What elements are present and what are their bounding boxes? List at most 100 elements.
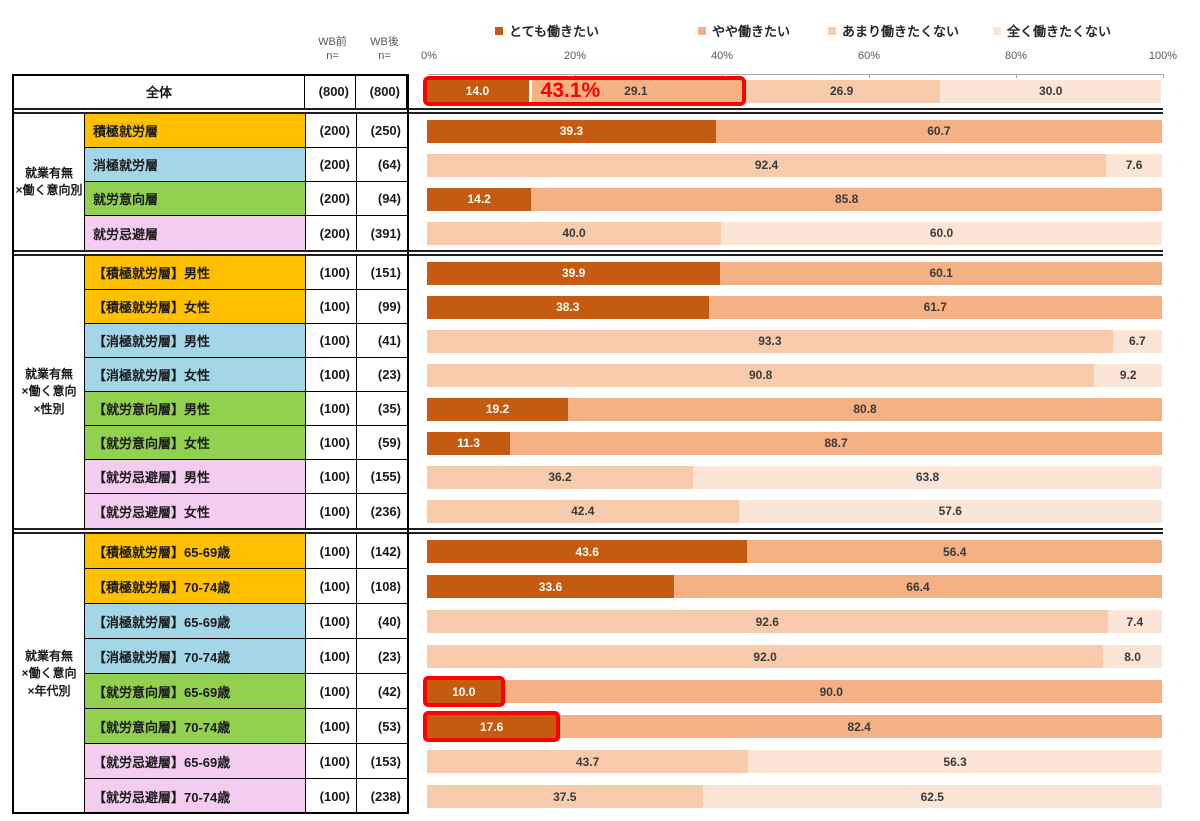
- table-row: 【積極就労層】男性 (100) (151) 39.9 60.1: [85, 256, 1162, 290]
- bar-segment: 38.3: [427, 295, 709, 319]
- axis-tick-label: 0%: [421, 50, 437, 62]
- n-before: (200): [306, 148, 357, 182]
- bar-value: 60.7: [927, 124, 951, 138]
- bar-value: 43.7: [575, 754, 600, 769]
- row-label: 【積極就労層】女性: [85, 290, 306, 324]
- annotation-label: 43.1%: [540, 79, 601, 102]
- n-before: (100): [306, 426, 357, 460]
- bar-value: 88.7: [824, 436, 848, 450]
- n-after: (108): [357, 569, 408, 604]
- n-after: (41): [357, 324, 408, 358]
- n-after: (23): [357, 358, 408, 392]
- bar-segment: 88.7: [510, 431, 1162, 455]
- bar-segment: 42.4: [427, 499, 739, 523]
- bar-segment: 17.6: [423, 711, 561, 742]
- bar-segment: 39.9: [427, 261, 721, 285]
- bar-row: 43.7 56.3: [427, 744, 1162, 779]
- table-row: 【就労忌避層】男性 (100) (155) 36.2 63.8: [85, 460, 1162, 494]
- bar-value: 19.2: [485, 402, 510, 416]
- bar-row: 17.6 82.4: [423, 709, 1162, 744]
- n-before: (200): [306, 182, 357, 216]
- stacked-bar: 43.7 56.3: [427, 750, 1162, 773]
- bar-row: 14.0 29.1 26.9 30.0 43.1%: [423, 74, 1161, 108]
- stacked-bar: 92.6 7.4: [427, 610, 1162, 633]
- bar-value: 7.4: [1126, 614, 1144, 629]
- stacked-bar: 92.4 7.6: [427, 153, 1162, 177]
- table-row: 【就労忌避層】70-74歳 (100) (238) 37.5 62.5: [85, 779, 1162, 814]
- n-before: (100): [306, 534, 357, 569]
- bar-value: 85.8: [834, 192, 859, 206]
- row-label: 就労意向層: [85, 182, 306, 216]
- rows: 【積極就労層】男性 (100) (151) 39.9 60.1 【積極就労層】女性 (100…: [85, 256, 1162, 528]
- bar-segment: 90.0: [500, 680, 1162, 703]
- bar-segment: 56.3: [748, 750, 1162, 773]
- section-separator: [14, 108, 1163, 114]
- bar-row: 92.0 8.0: [427, 639, 1162, 674]
- bar-segment: 92.4: [427, 153, 1107, 177]
- legend-swatch-icon: [495, 26, 503, 35]
- bar-segment: 93.3: [427, 329, 1113, 353]
- bar-value: 38.3: [556, 300, 580, 314]
- bar-segment: 43.6: [427, 540, 748, 563]
- bar-segment: 8.0: [1103, 645, 1162, 668]
- legend-item: とても働きたい: [495, 21, 599, 40]
- table-row: 【消極就労層】65-69歳 (100) (40) 92.6 7.4: [85, 604, 1162, 639]
- stacked-bar: 37.5 62.5: [427, 785, 1162, 808]
- n-before: (100): [306, 744, 357, 779]
- bar-segment: 11.3: [427, 431, 511, 455]
- bar-segment: 14.2: [427, 187, 532, 211]
- row-label: 【積極就労層】男性: [85, 256, 306, 290]
- bar-value: 92.0: [753, 649, 777, 664]
- bar-segment: 29.1: [528, 79, 743, 103]
- wb-after-header: WB後 n=: [370, 36, 399, 62]
- bar-segment: 7.4: [1107, 610, 1162, 633]
- n-after: (153): [357, 744, 408, 779]
- n-after: (53): [357, 709, 408, 744]
- bar-segment: 14.0: [426, 79, 529, 103]
- bar-value: 39.9: [561, 266, 586, 280]
- row-label: 【就労忌避層】女性: [85, 494, 306, 528]
- n-after: (155): [357, 460, 408, 494]
- stacked-bar: 40.0 60.0: [427, 221, 1162, 245]
- rows: 全体 (800) (800) 14.0 29.1 26.9 30.0 43.1%: [14, 74, 1161, 108]
- bar-segment: 39.3: [427, 119, 716, 143]
- bar-segment: 33.6: [427, 575, 674, 598]
- bar-segment: 30.0: [940, 79, 1161, 103]
- bar-segment: 7.6: [1106, 153, 1162, 177]
- table-chart: 全体 (800) (800) 14.0 29.1 26.9 30.0 43.1% 就業有無 ×働…: [12, 74, 1184, 814]
- row-label: 【消極就労層】女性: [85, 358, 306, 392]
- row-label: 【消極就労層】65-69歳: [85, 604, 306, 639]
- bar-value: 11.3: [457, 436, 480, 450]
- bar-segment: 82.4: [556, 715, 1162, 738]
- stacked-bar: 14.2 85.8: [427, 187, 1162, 211]
- bar-segment: 26.9: [742, 79, 941, 103]
- bar-value: 66.4: [906, 579, 930, 594]
- bar-value: 33.6: [538, 579, 563, 594]
- bar-segment: 9.2: [1094, 363, 1162, 387]
- n-before: (100): [306, 709, 357, 744]
- bar-value: 90.0: [819, 684, 843, 699]
- section: 全体 (800) (800) 14.0 29.1 26.9 30.0 43.1%: [14, 74, 1184, 108]
- bar-value: 29.1: [624, 84, 648, 98]
- bar-row: 11.3 88.7: [427, 426, 1162, 460]
- bar-value: 9.2: [1119, 368, 1137, 382]
- n-before: (100): [306, 392, 357, 426]
- bar-value: 36.2: [548, 470, 572, 484]
- section: 就業有無 ×働く意向別 積極就労層 (200) (250) 39.3 60.7 消極就労層(…: [14, 114, 1184, 250]
- bar-value: 40.0: [562, 226, 586, 240]
- bar-segment: 43.7: [427, 750, 749, 773]
- bar-segment: 10.0: [423, 676, 505, 707]
- table-row: 就労忌避層 (200) (391) 40.0 60.0: [85, 216, 1162, 250]
- bar-value: 26.9: [829, 84, 854, 98]
- bar-value: 42.4: [571, 504, 595, 518]
- table-row: 【積極就労層】女性 (100) (99) 38.3 61.7: [85, 290, 1162, 324]
- n-after: (236): [357, 494, 408, 528]
- bar-segment: 56.4: [747, 540, 1162, 563]
- stacked-bar: 38.3 61.7: [427, 295, 1162, 319]
- bar-value: 30.0: [1039, 84, 1063, 98]
- row-label: 就労忌避層: [85, 216, 306, 250]
- wb-before-header: WB前 n=: [318, 36, 347, 62]
- axis-tick-mark: [1163, 74, 1164, 78]
- bar-value: 92.4: [754, 158, 779, 172]
- section: 就業有無 ×働く意向 ×年代別 【積極就労層】65-69歳 (100) (142) 43…: [14, 534, 1184, 814]
